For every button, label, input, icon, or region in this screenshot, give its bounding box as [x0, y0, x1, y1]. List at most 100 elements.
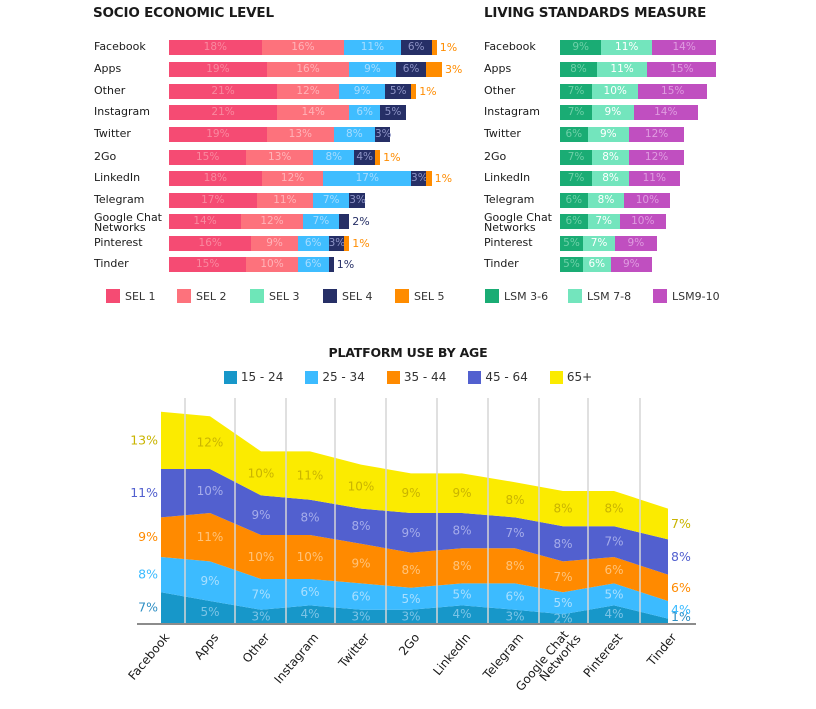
- bar-segment: 7%: [302, 214, 339, 229]
- bar-segment: 9%: [615, 236, 657, 251]
- bar-segment: 10%: [624, 193, 671, 208]
- bar-segment: [431, 40, 437, 55]
- data-label: 3%: [505, 609, 524, 623]
- bar-segment: 7%: [583, 236, 616, 251]
- segment-label: 7%: [590, 237, 608, 249]
- segment-label: 17%: [201, 194, 225, 206]
- data-label: 4%: [452, 607, 471, 621]
- edge-label-right: 1%: [671, 609, 691, 624]
- data-label: 8%: [351, 519, 370, 533]
- segment-label: 6%: [565, 128, 583, 140]
- x-tick-label-twitter: Twitter: [335, 630, 372, 671]
- legend-label: 15 - 24: [240, 370, 284, 384]
- legend-label: SEL 2: [196, 289, 227, 303]
- data-label: 10%: [197, 484, 224, 498]
- data-label: 10%: [248, 466, 275, 480]
- segment-label: 3%: [374, 128, 392, 140]
- bar-linkedin: 18% 12% 17% 3%: [169, 171, 432, 186]
- bar-linkedin: 7% 8% 11%: [560, 171, 680, 186]
- bar-segment: 14%: [169, 214, 242, 229]
- legend-item-sel-1: SEL 1: [106, 289, 156, 303]
- row-label-apps: Apps: [484, 62, 512, 75]
- segment-label: 8%: [602, 172, 619, 184]
- legend-label: LSM 3-6: [504, 289, 549, 303]
- legend-label: LSM9-10: [672, 289, 720, 303]
- segment-label: 6%: [304, 258, 322, 270]
- data-label: 9%: [351, 557, 370, 571]
- bar-segment: 16%: [261, 40, 345, 55]
- svg-text:2Go: 2Go: [396, 631, 422, 659]
- row-label-instagram: Instagram: [94, 105, 150, 118]
- segment-label: 14%: [672, 41, 696, 53]
- data-label: 8%: [452, 524, 471, 538]
- segment-label: 7%: [322, 194, 340, 206]
- data-label: 8%: [604, 502, 623, 516]
- row-label-other: Other: [94, 84, 126, 97]
- x-tick-label-other: Other: [240, 630, 273, 665]
- bar-segment: 19%: [169, 62, 267, 77]
- row-label-google-chat-networks: Google Chat Networks: [484, 211, 552, 234]
- bar-segment: 9%: [587, 127, 629, 142]
- segment-label: 9%: [353, 85, 371, 97]
- bar-pinterest: 5% 7% 9%: [560, 236, 657, 251]
- segment-label: 12%: [280, 172, 305, 184]
- data-label: 7%: [251, 587, 270, 601]
- segment-label: 5%: [563, 237, 580, 249]
- legend-swatch: [177, 289, 191, 303]
- bar-segment: [426, 62, 442, 77]
- svg-text:Pinterest: Pinterest: [581, 630, 626, 680]
- bar-apps: 8% 11% 15%: [560, 62, 717, 77]
- data-label: 5%: [200, 605, 219, 619]
- legend-label: SEL 1: [125, 289, 156, 303]
- segment-label: 9%: [622, 258, 640, 270]
- area-15-24: [161, 592, 668, 623]
- data-label: 7%: [553, 570, 572, 584]
- legend-label: 45 - 64: [485, 370, 528, 384]
- bar-segment: 7%: [560, 171, 593, 186]
- row-label-instagram: Instagram: [484, 105, 540, 118]
- bar-segment: 4%: [354, 150, 375, 165]
- row-label-twitter: Twitter: [94, 127, 131, 140]
- bar-segment: 12%: [628, 127, 685, 142]
- data-label: 9%: [251, 508, 270, 522]
- data-label: 11%: [297, 469, 324, 483]
- legend-swatch: [305, 370, 319, 384]
- segment-label: 10%: [260, 258, 284, 270]
- edge-label-right: 4%: [671, 602, 691, 617]
- legend-item-lsm-7-8: LSM 7-8: [568, 289, 631, 303]
- legend-item-sel-2: SEL 2: [177, 289, 227, 303]
- segment-label: 16%: [291, 41, 315, 53]
- legend-swatch: [323, 289, 337, 303]
- bar-segment: 5%: [560, 236, 583, 251]
- bar-segment: 7%: [313, 193, 350, 208]
- bar-facebook: 18% 16% 11% 6%: [169, 40, 437, 55]
- legend-swatch: [468, 370, 482, 384]
- segment-label: 12%: [644, 151, 669, 163]
- segment-label: 12%: [296, 85, 320, 97]
- bar-google-chat-networks: 6% 7% 10%: [560, 214, 666, 229]
- bar-segment: 6%: [297, 257, 329, 272]
- segment-label: 10%: [631, 215, 655, 227]
- area-25-34: [161, 557, 668, 619]
- segment-label: 15%: [670, 63, 694, 75]
- legend-item-sel-3: SEL 3: [250, 289, 300, 303]
- edge-label-left: 11%: [130, 485, 158, 500]
- data-label: 8%: [300, 510, 319, 524]
- bar-segment: 15%: [647, 62, 717, 77]
- legend-label: 65+: [566, 370, 593, 384]
- bar-segment: 12%: [261, 171, 324, 186]
- svg-text:Apps: Apps: [192, 631, 222, 663]
- bar-segment: 6%: [560, 127, 588, 142]
- legend-swatch: [549, 370, 563, 384]
- segment-label: 18%: [203, 172, 228, 184]
- bar-google-chat-networks: 14% 12% 7%: [169, 214, 350, 229]
- segment-label: 21%: [211, 85, 235, 97]
- segment-label: 19%: [206, 63, 230, 75]
- segment-label-outside: 3%: [444, 63, 463, 76]
- segment-label: 6%: [565, 194, 583, 206]
- bar-segment: 21%: [169, 84, 278, 99]
- bar-telegram: 17% 11% 7% 3%: [169, 193, 366, 208]
- segment-label: 9%: [599, 128, 617, 140]
